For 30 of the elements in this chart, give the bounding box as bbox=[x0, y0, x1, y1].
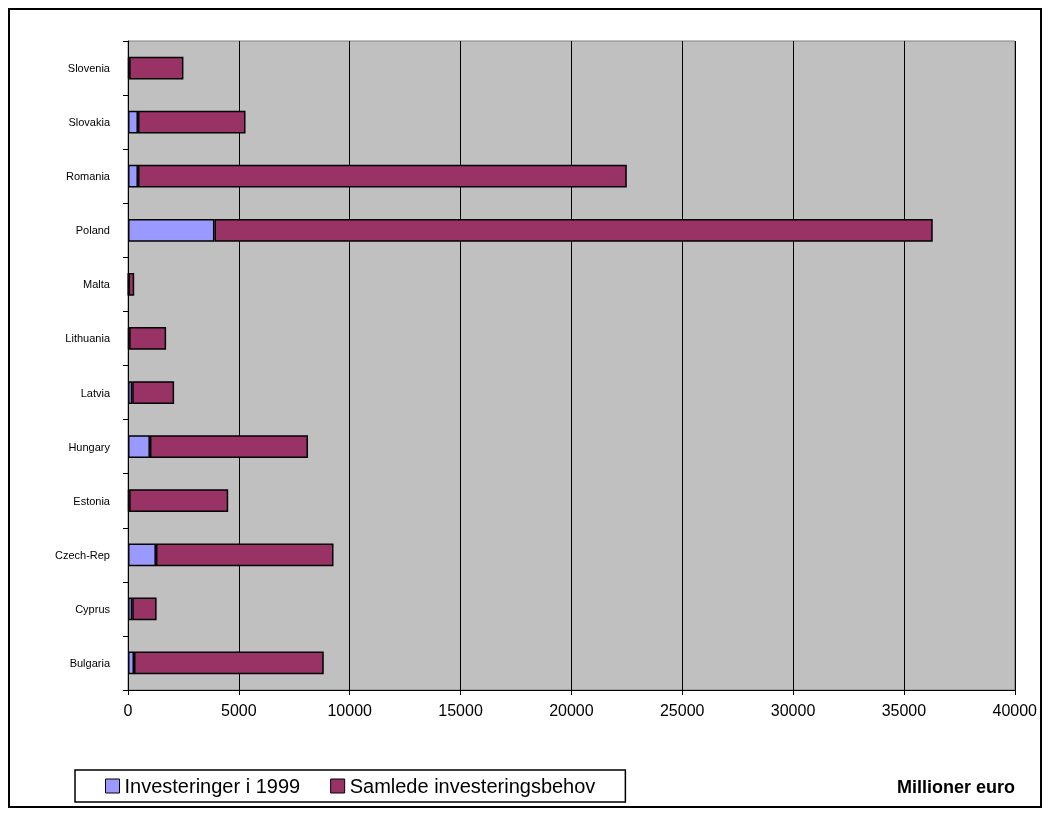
bar bbox=[132, 381, 175, 404]
y-tick-label: Cyprus bbox=[75, 602, 111, 615]
bar bbox=[132, 597, 157, 621]
x-axis-title: Millioner euro bbox=[896, 777, 1015, 797]
x-tick-label: 5000 bbox=[221, 701, 257, 719]
y-tick-label: Romania bbox=[65, 170, 111, 183]
legend-label: Investeringer i 1999 bbox=[124, 775, 301, 797]
y-tick-label: Poland bbox=[75, 224, 110, 237]
y-tick-label: Slovakia bbox=[68, 116, 111, 129]
x-tick-label: 35000 bbox=[881, 701, 927, 719]
x-tick-label: 40000 bbox=[992, 701, 1038, 719]
y-tick-label: Czech-Rep bbox=[54, 548, 110, 561]
x-tick-label: 30000 bbox=[770, 701, 816, 719]
bar bbox=[129, 489, 229, 513]
y-tick-label: Latvia bbox=[80, 386, 111, 399]
x-tick-label: 15000 bbox=[438, 701, 483, 719]
bar bbox=[129, 56, 184, 80]
y-tick-label: Lithuania bbox=[65, 332, 111, 345]
x-tick-label: 20000 bbox=[549, 701, 594, 719]
x-tick-label: 10000 bbox=[327, 701, 373, 719]
x-tick-label: 0 bbox=[123, 701, 133, 719]
x-tick-label: 25000 bbox=[659, 701, 705, 719]
legend-label: Samlede investeringsbehov bbox=[349, 775, 596, 797]
y-tick-label: Estonia bbox=[73, 494, 111, 507]
y-tick-label: Hungary bbox=[68, 440, 111, 453]
y-tick-label: Malta bbox=[83, 278, 111, 291]
y-tick-label: Bulgaria bbox=[69, 656, 111, 669]
bar bbox=[129, 327, 167, 350]
bar bbox=[128, 273, 135, 296]
y-tick-label: Slovenia bbox=[67, 62, 111, 75]
